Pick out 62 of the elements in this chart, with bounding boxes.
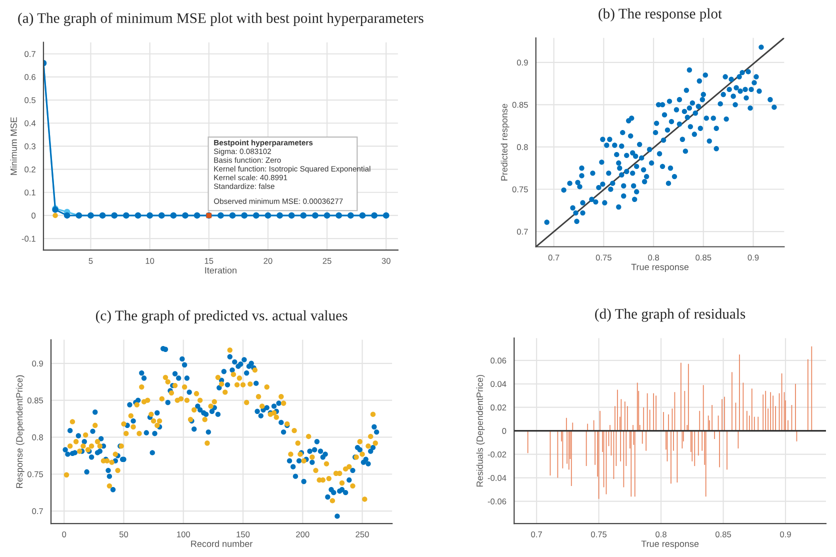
y-tick-label: 0.3 [24,143,36,150]
y-tick-label: 0.8 [32,434,43,440]
chart-title: (a) The graph of minimum MSE plot with best point hyperparameters [18,12,424,26]
point [52,212,58,218]
x-tick-label: 50 [119,531,128,538]
y-tick-label: 0 [502,428,506,434]
x-tick-label: 100 [177,531,190,538]
x-tick-label: 15 [204,258,214,264]
y-tick-label: 0.85 [27,398,44,404]
y-axis-title: Predicted response [500,104,510,180]
y-tick-label: -0.06 [488,498,506,504]
y-tick-label: 0.9 [516,60,528,66]
y-axis-title: Minimum MSE [10,117,17,175]
x-tick-label: 30 [382,258,390,264]
y-tick-label: 0.7 [516,228,528,235]
x-tick-label: 0.7 [548,254,560,261]
x-axis-title: True response [631,264,689,272]
y-tick-label: 0.75 [512,186,528,192]
y-tick-label: 0 [32,212,36,219]
x-tick-label: 25 [322,258,332,264]
x-tick-label: 10 [146,258,154,264]
y-tick-label: 0.7 [24,51,36,57]
x-tick-label: 0.8 [648,254,659,261]
x-axis-title: Record number [191,540,253,548]
y-tick-label: 0.85 [512,102,528,108]
y-tick-label: 0.06 [490,358,506,364]
chart-title: (d) The graph of residuals [595,308,746,322]
x-tick-label: 200 [296,531,310,538]
x-tick-label: 150 [236,531,250,538]
x-axis-title: True response [641,540,699,549]
x-tick-label: 0.75 [596,254,612,261]
y-tick-label: 0.6 [24,74,36,80]
y-tick-label: 0.4 [24,120,36,126]
x-tick-label: 0.9 [748,254,759,261]
y-tick-label: -0.04 [488,474,506,481]
y-tick-label: 0.1 [24,190,36,196]
x-tick-label: 0.75 [591,531,607,538]
y-tick-label: 0.8 [516,144,528,150]
x-tick-label: 20 [264,258,272,264]
y-tick-label: 0.2 [24,166,36,172]
y-axis-title: Residuals (DependentPrice) [476,374,485,487]
x-axis-title: Iteration [205,266,236,274]
y-tick-label: -0.1 [22,236,36,242]
x-tick-label: 5 [88,258,93,264]
y-axis-title: Response (DependentPrice) [16,375,24,488]
x-tick-label: 0.8 [656,531,666,538]
point [64,212,70,219]
x-tick-label: 0 [62,531,66,538]
y-tick-label: 0.02 [490,404,506,410]
x-tick-label: 0.9 [780,531,791,538]
y-tick-label: 0.04 [490,381,506,387]
y-tick-label: 0.9 [32,360,43,366]
x-tick-label: 250 [356,531,369,538]
y-tick-label: 0.75 [27,471,44,478]
y-tick-label: 0.5 [24,97,36,104]
x-tick-label: 0.85 [696,254,712,261]
x-tick-label: 0.85 [715,531,732,538]
chart-title: (c) The graph of predicted vs. actual values [96,310,348,324]
y-tick-label: 0.7 [32,508,43,514]
chart-title: (b) The response plot [598,8,722,22]
x-tick-label: 0.7 [531,531,542,538]
y-tick-label: -0.02 [488,452,506,458]
